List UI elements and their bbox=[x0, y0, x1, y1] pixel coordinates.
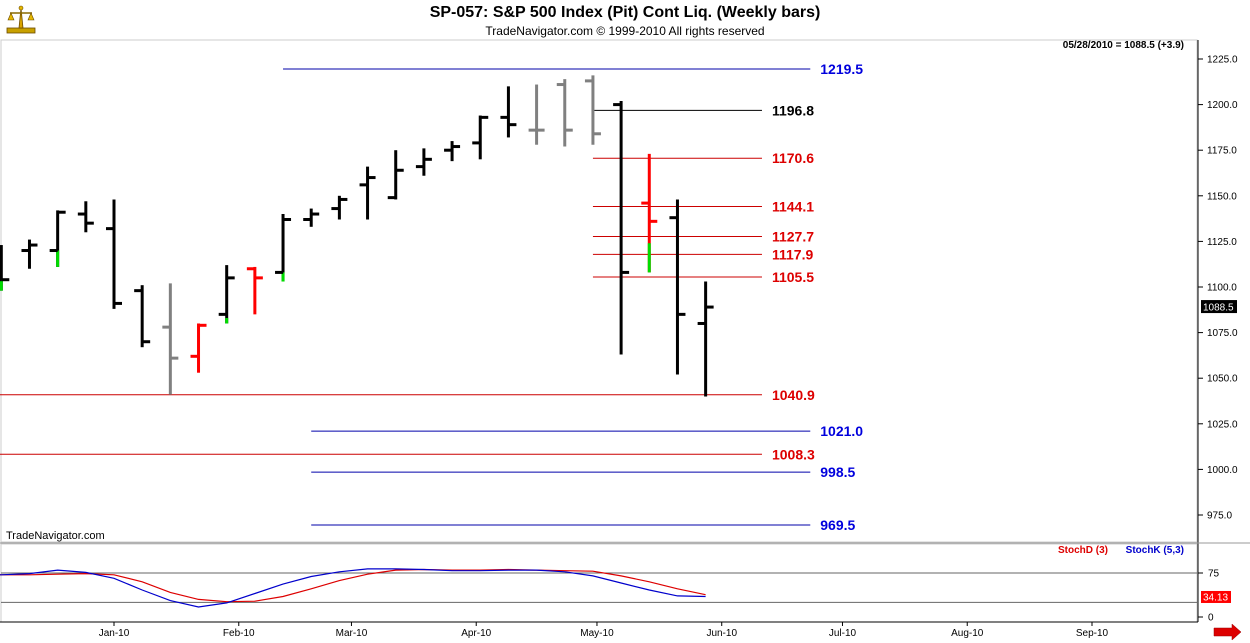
stoch-line bbox=[0, 568, 706, 608]
level-label: 1105.5 bbox=[772, 269, 814, 285]
level-label: 1021.0 bbox=[820, 423, 863, 439]
stoch-series bbox=[0, 568, 706, 608]
y-tick-label: 1025.0 bbox=[1207, 419, 1238, 430]
y-tick-label: 1125.0 bbox=[1207, 237, 1237, 248]
y-tick-label: 975.0 bbox=[1207, 511, 1232, 522]
stoch-reference-lines bbox=[1, 572, 1197, 603]
legend-stochd: StochD (3) bbox=[1058, 545, 1108, 556]
stoch-line bbox=[0, 568, 706, 603]
chart-subtitle: TradeNavigator.com © 1999-2010 All right… bbox=[485, 24, 765, 38]
stoch-panel bbox=[0, 543, 1198, 623]
x-tick-label: Apr-10 bbox=[461, 628, 491, 639]
x-tick-label: Aug-10 bbox=[951, 628, 984, 639]
stoch-tick-label: 0 bbox=[1208, 613, 1214, 624]
x-tick-label: Mar-10 bbox=[336, 628, 368, 639]
stoch-y-ticks: 0 75 bbox=[1198, 569, 1220, 624]
level-label: 1127.7 bbox=[772, 228, 814, 244]
level-label: 1117.9 bbox=[772, 246, 813, 262]
last-price-label: 1088.5 bbox=[1203, 303, 1234, 314]
y-tick-label: 1200.0 bbox=[1207, 100, 1238, 111]
x-tick-label: May-10 bbox=[580, 628, 614, 639]
x-tick-label: Jan-10 bbox=[99, 628, 130, 639]
level-label: 1144.1 bbox=[772, 199, 814, 215]
right-arrow-icon[interactable] bbox=[1213, 623, 1242, 641]
x-tick-label: Feb-10 bbox=[223, 628, 255, 639]
x-axis-ticks: Jan-10 Feb-10 Mar-10 Apr-10 May-10 Jun-10 Jul-… bbox=[99, 622, 1109, 639]
y-tick-label: 1100.0 bbox=[1207, 283, 1237, 294]
chart-title: SP-057: S&P 500 Index (Pit) Cont Liq. (W… bbox=[429, 4, 821, 21]
last-price-badge: 1088.5 bbox=[1201, 300, 1237, 314]
y-tick-label: 1150.0 bbox=[1207, 191, 1237, 202]
ohlc-bars bbox=[0, 75, 714, 397]
y-axis-ticks: 975.0 1000.0 1025.0 1050.0 1075.0 1100.0 1125.… bbox=[1198, 55, 1238, 522]
x-tick-label: Jun-10 bbox=[706, 628, 737, 639]
level-label: 969.5 bbox=[820, 517, 855, 533]
stoch-tick-label: 75 bbox=[1208, 569, 1220, 580]
y-tick-label: 1175.0 bbox=[1207, 146, 1237, 157]
x-tick-label: Jul-10 bbox=[829, 628, 857, 639]
stoch-value-label: 34.13 bbox=[1203, 592, 1228, 603]
level-label: 1219.5 bbox=[820, 61, 863, 77]
x-tick-label: Sep-10 bbox=[1076, 628, 1109, 639]
y-tick-label: 1000.0 bbox=[1207, 465, 1238, 476]
level-label: 1008.3 bbox=[772, 446, 815, 462]
level-label: 1170.6 bbox=[772, 150, 814, 166]
y-tick-label: 1225.0 bbox=[1207, 55, 1238, 66]
price-levels: 1219.5 1196.8 1170.6 1144.1 1127.7 1117.9 1105… bbox=[0, 61, 863, 533]
y-tick-label: 1075.0 bbox=[1207, 328, 1238, 339]
stoch-value-badge-bg bbox=[1201, 590, 1231, 603]
level-label: 1040.9 bbox=[772, 387, 815, 403]
last-price-badge-bg bbox=[1201, 300, 1237, 314]
level-label: 998.5 bbox=[820, 464, 855, 480]
trading-scale-logo-icon[interactable] bbox=[6, 4, 36, 34]
level-label: 1196.8 bbox=[772, 102, 814, 118]
quote-label: 05/28/2010 = 1088.5 (+3.9) bbox=[1063, 40, 1184, 51]
main-panel bbox=[0, 39, 1198, 543]
watermark: TradeNavigator.com bbox=[6, 530, 105, 542]
y-tick-label: 1050.0 bbox=[1207, 374, 1238, 385]
legend-stochk: StochK (5,3) bbox=[1126, 545, 1184, 556]
